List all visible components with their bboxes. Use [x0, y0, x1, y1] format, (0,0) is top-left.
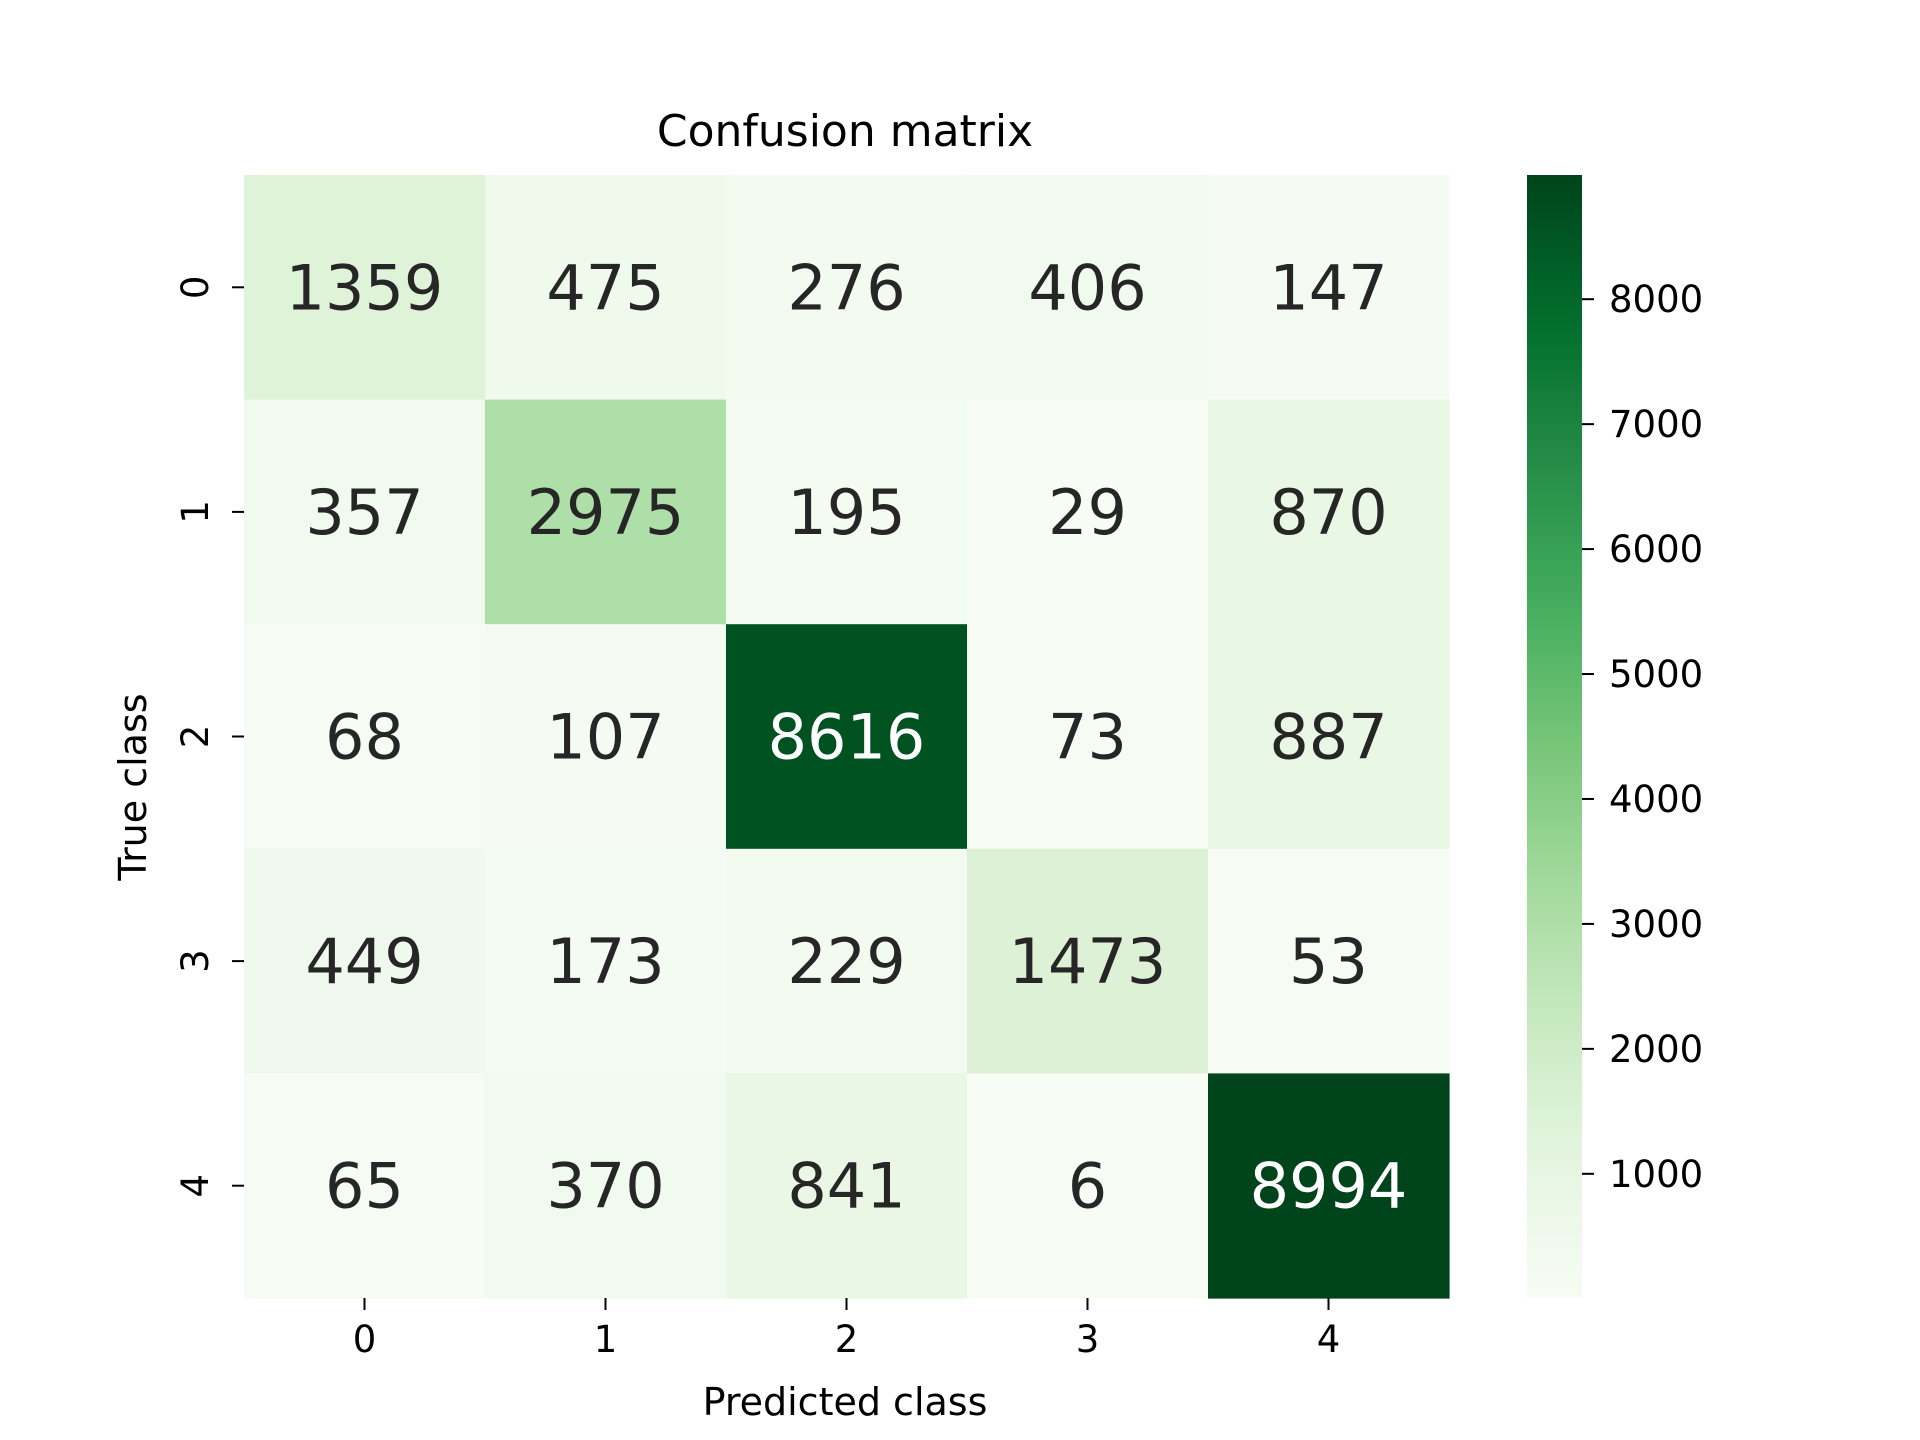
cell-value-4-2: 841 — [787, 1150, 905, 1223]
x-axis-label: Predicted class — [703, 1380, 988, 1424]
y-tick-label-0: 0 — [174, 276, 217, 300]
colorbar-tick-label-6000: 6000 — [1609, 528, 1703, 571]
x-tick-label-2: 2 — [835, 1318, 859, 1361]
heatmap-cell-2-1 — [485, 624, 727, 850]
heatmap-cell-4-2 — [726, 1073, 968, 1299]
heatmap-cell-3-2 — [726, 848, 968, 1074]
heatmap-cell-4-1 — [485, 1073, 727, 1299]
heatmap-cell-0-2 — [726, 175, 968, 401]
colorbar-tick-label-1000: 1000 — [1609, 1153, 1703, 1196]
colorbar: 1000 2000 3000 4000 5000 6000 7000 8000 — [1527, 175, 1703, 1298]
x-axis-ticks: 0 1 2 3 4 — [353, 1298, 1341, 1361]
cell-value-3-1: 173 — [546, 925, 664, 998]
heatmap-cell-4-3 — [967, 1073, 1209, 1299]
x-tick-label-4: 4 — [1317, 1318, 1341, 1361]
cell-value-4-0: 65 — [325, 1150, 404, 1223]
colorbar-tick-label-7000: 7000 — [1609, 403, 1703, 446]
y-tick-label-3: 3 — [174, 949, 217, 973]
colorbar-tick-label-2000: 2000 — [1609, 1028, 1703, 1071]
heatmap-cell-4-4 — [1208, 1073, 1450, 1299]
cell-value-3-4: 53 — [1289, 925, 1368, 998]
heatmap-cell-2-4 — [1208, 624, 1450, 850]
x-tick-label-0: 0 — [353, 1318, 377, 1361]
y-tick-label-1: 1 — [174, 500, 217, 524]
cell-value-4-1: 370 — [546, 1150, 664, 1223]
heatmap-cell-0-3 — [967, 175, 1209, 401]
heatmap-cell-1-3 — [967, 399, 1209, 625]
y-axis-ticks: 0 1 2 3 4 — [174, 276, 244, 1198]
heatmap-cell-3-1 — [485, 848, 727, 1074]
cell-value-2-3: 73 — [1048, 701, 1127, 774]
cell-value-2-2: 8616 — [768, 701, 926, 774]
cell-value-2-4: 887 — [1269, 701, 1387, 774]
heatmap-cell-1-4 — [1208, 399, 1450, 625]
cell-value-0-2: 276 — [787, 251, 905, 324]
heatmap-cell-labels: 1359 475 276 406 147 357 2975 195 29 870 68 107 8616… — [286, 251, 1408, 1222]
heatmap-cell-4-0 — [244, 1073, 486, 1299]
heatmap-cell-1-1 — [485, 399, 727, 625]
heatmap-cell-1-2 — [726, 399, 968, 625]
heatmap-cell-2-3 — [967, 624, 1209, 850]
heatmap-cell-1-0 — [244, 399, 486, 625]
colorbar-tick-label-5000: 5000 — [1609, 653, 1703, 696]
cell-value-1-1: 2975 — [527, 476, 685, 549]
y-axis-label: True class — [111, 693, 155, 881]
cell-value-1-3: 29 — [1048, 476, 1127, 549]
cell-value-1-4: 870 — [1269, 476, 1387, 549]
cell-value-2-1: 107 — [546, 701, 664, 774]
colorbar-scale — [1527, 175, 1582, 1298]
cell-value-2-0: 68 — [325, 701, 404, 774]
heatmap-cell-0-4 — [1208, 175, 1450, 401]
cell-value-4-4: 8994 — [1250, 1150, 1408, 1223]
heatmap-cell-3-0 — [244, 848, 486, 1074]
cell-value-3-2: 229 — [787, 925, 905, 998]
colorbar-tick-label-4000: 4000 — [1609, 778, 1703, 821]
y-tick-label-4: 4 — [174, 1174, 217, 1198]
cell-value-4-3: 6 — [1068, 1150, 1107, 1223]
heatmap-cell-0-1 — [485, 175, 727, 401]
heatmap-cell-2-0 — [244, 624, 486, 850]
colorbar-tick-label-3000: 3000 — [1609, 903, 1703, 946]
y-tick-label-2: 2 — [174, 725, 217, 749]
cell-value-1-2: 195 — [787, 476, 905, 549]
heatmap-cell-2-2 — [726, 624, 968, 850]
cell-value-0-0: 1359 — [286, 251, 444, 324]
cell-value-3-0: 449 — [305, 925, 423, 998]
heatmap-cell-3-3 — [967, 848, 1209, 1074]
cell-value-0-3: 406 — [1028, 251, 1146, 324]
cell-value-0-4: 147 — [1269, 251, 1387, 324]
cell-value-1-0: 357 — [305, 476, 423, 549]
cell-value-0-1: 475 — [546, 251, 664, 324]
x-tick-label-1: 1 — [594, 1318, 618, 1361]
colorbar-tick-label-8000: 8000 — [1609, 278, 1703, 321]
heatmap-cell-0-0 — [244, 175, 486, 401]
heatmap-cell-3-4 — [1208, 848, 1450, 1074]
chart-title: Confusion matrix — [657, 106, 1033, 157]
cell-value-3-3: 1473 — [1009, 925, 1167, 998]
heatmap-cells — [244, 175, 1450, 1299]
x-tick-label-3: 3 — [1076, 1318, 1100, 1361]
